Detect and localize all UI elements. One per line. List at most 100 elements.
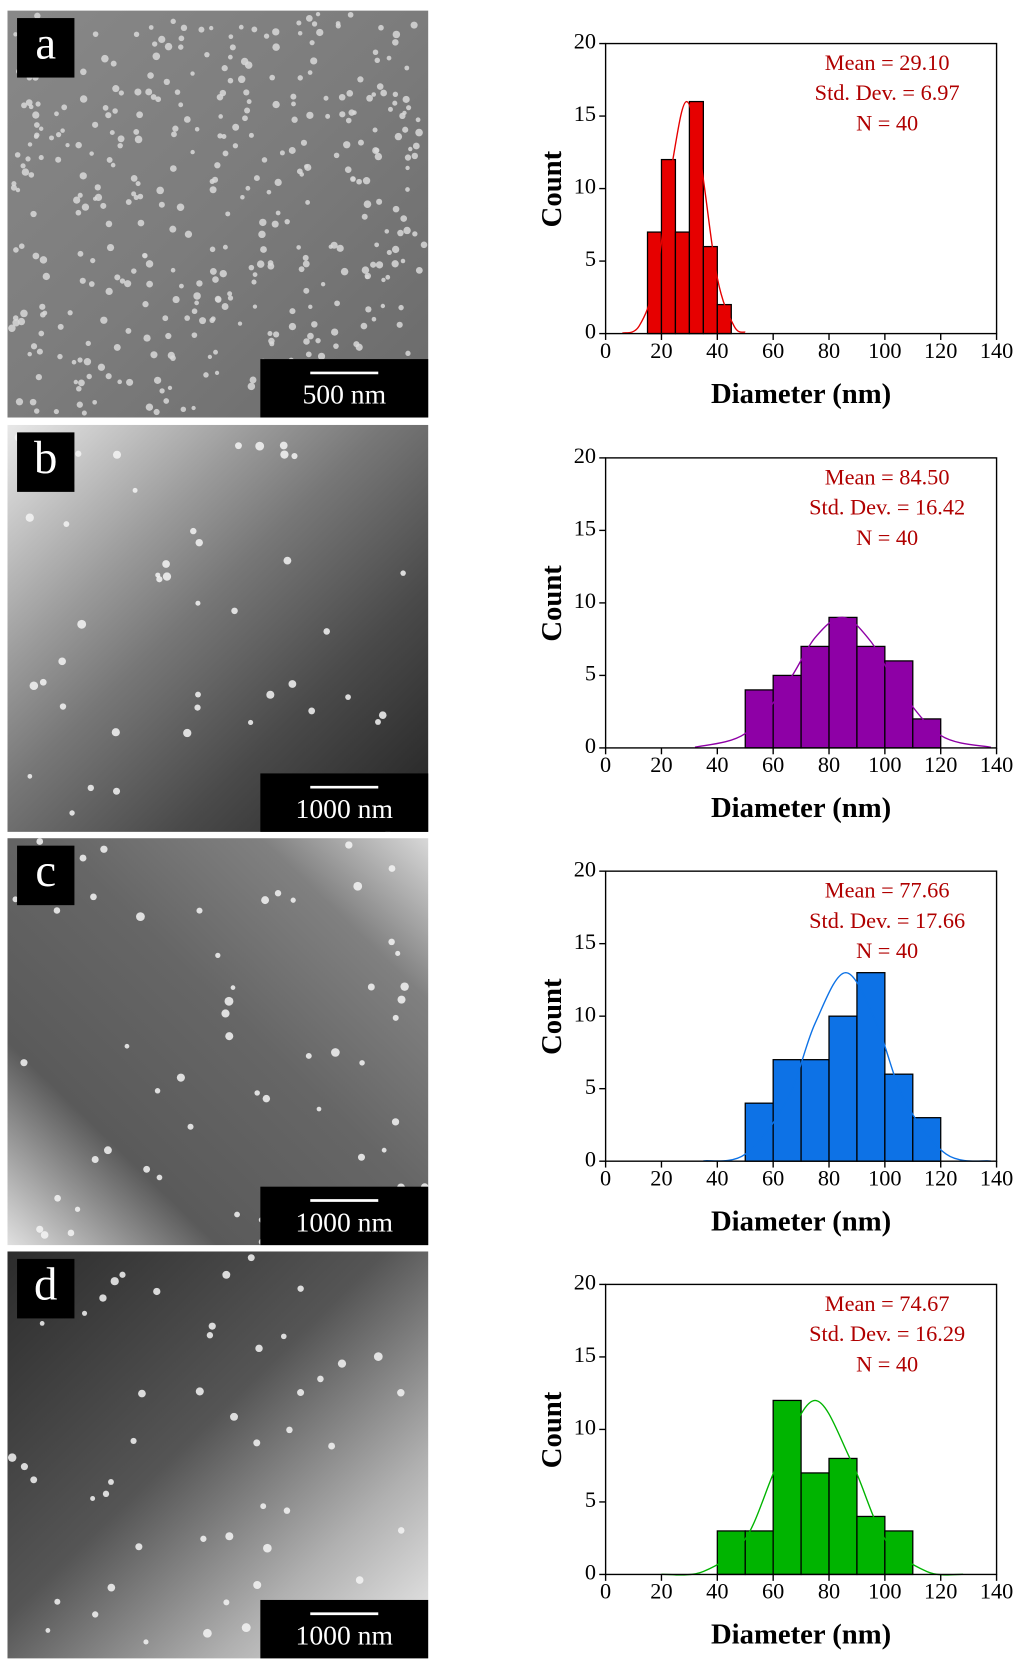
particle	[110, 1277, 119, 1286]
particle	[18, 243, 25, 250]
particle	[125, 327, 132, 334]
particle	[359, 1060, 365, 1066]
particle	[305, 1052, 312, 1059]
y-tick-label: 20	[574, 443, 596, 468]
particle	[374, 242, 380, 248]
particle	[307, 70, 313, 75]
bar	[800, 645, 830, 749]
particle	[253, 1580, 262, 1590]
particle	[385, 274, 391, 280]
particle	[153, 408, 160, 416]
particle	[222, 244, 228, 250]
particle	[302, 254, 309, 261]
particle	[374, 152, 383, 161]
particle	[75, 209, 82, 216]
particle	[125, 199, 132, 205]
particle	[207, 354, 213, 359]
particle	[67, 1229, 75, 1237]
particle	[195, 600, 201, 606]
particle	[20, 1463, 28, 1471]
particle	[104, 1146, 112, 1155]
x-axis-label: Diameter (nm)	[711, 792, 891, 824]
particle	[412, 231, 418, 237]
particle	[248, 264, 255, 271]
particle	[108, 1479, 114, 1485]
particle	[187, 1123, 194, 1130]
particle	[408, 146, 413, 152]
particle	[106, 156, 113, 163]
particle	[305, 200, 310, 205]
particle	[392, 100, 398, 106]
particle	[208, 1322, 216, 1330]
particle	[133, 31, 140, 38]
particle	[338, 93, 346, 101]
particle	[109, 130, 115, 136]
particle	[162, 315, 169, 322]
particle	[227, 291, 233, 297]
particle	[130, 174, 138, 182]
particle	[75, 450, 82, 457]
particle	[178, 102, 184, 108]
particle	[316, 28, 324, 37]
particle	[206, 1332, 214, 1339]
particle	[119, 278, 126, 284]
particle	[241, 1623, 251, 1633]
particle	[40, 1231, 49, 1239]
particle	[213, 349, 218, 355]
particle	[399, 112, 406, 120]
particle	[35, 374, 42, 381]
particle	[272, 100, 280, 109]
particle	[143, 334, 151, 342]
particle	[15, 398, 24, 406]
particle	[134, 88, 142, 96]
x-tick-label: 20	[650, 752, 672, 777]
particle	[25, 156, 31, 162]
particle	[333, 343, 339, 349]
particle	[381, 1147, 387, 1153]
particle	[386, 249, 392, 256]
x-tick-label: 120	[924, 1165, 957, 1190]
particle	[89, 151, 94, 156]
particle	[36, 348, 43, 355]
particle	[395, 950, 401, 957]
particle	[55, 156, 62, 163]
particle	[210, 316, 216, 322]
particle	[92, 196, 98, 201]
particle	[371, 316, 377, 322]
particle	[303, 287, 310, 294]
particle	[267, 262, 275, 270]
particle	[388, 938, 395, 946]
particle	[71, 359, 77, 365]
particle	[102, 1490, 110, 1498]
particle	[254, 1090, 260, 1096]
particle	[133, 129, 140, 135]
particle	[107, 1583, 116, 1592]
particle	[234, 1211, 240, 1218]
particle	[119, 1271, 126, 1278]
particle	[266, 690, 275, 699]
particle	[193, 292, 201, 300]
particle	[325, 113, 331, 119]
particle	[87, 784, 95, 792]
particle	[415, 128, 423, 137]
particle	[196, 907, 203, 914]
particle	[25, 513, 34, 522]
particle	[88, 281, 95, 287]
particle	[353, 881, 363, 891]
bar	[744, 1530, 774, 1576]
particle	[400, 258, 406, 264]
particle	[367, 983, 375, 991]
particle	[137, 193, 144, 200]
particle	[402, 95, 410, 103]
particle	[132, 487, 138, 493]
particle	[400, 215, 408, 222]
particle	[184, 315, 191, 321]
bar	[744, 1102, 774, 1162]
particle	[58, 657, 66, 666]
particle	[259, 218, 267, 227]
particle	[261, 157, 268, 163]
particle	[221, 134, 227, 139]
particle	[372, 147, 379, 154]
particle	[172, 125, 179, 132]
particle	[194, 704, 201, 711]
